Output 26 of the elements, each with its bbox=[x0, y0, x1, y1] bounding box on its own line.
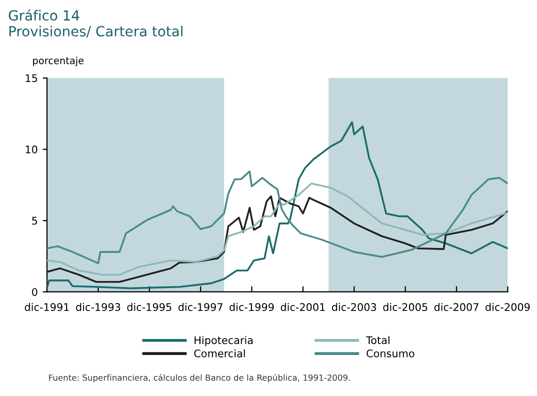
y-axis-title: porcentaje bbox=[33, 56, 84, 66]
x-tick-label: dic-1997 bbox=[178, 302, 222, 312]
line-series bbox=[46, 182, 508, 276]
y-tick-label: 5 bbox=[32, 216, 38, 225]
x-tick-label: dic-1999 bbox=[230, 302, 274, 312]
x-tick-label: dic-2005 bbox=[383, 302, 428, 312]
line-series bbox=[46, 195, 508, 283]
source-note: Fuente: Superfinanciera, cálculos del Banco de la República, 1991-2009. bbox=[49, 374, 350, 382]
line-series bbox=[46, 170, 508, 264]
x-tick-label: dic-2003 bbox=[332, 302, 376, 312]
legend-label: Comercial bbox=[194, 349, 245, 358]
line-series bbox=[46, 121, 508, 290]
x-tick-label: dic-2007 bbox=[434, 302, 478, 312]
x-tick-label: dic-2009 bbox=[486, 302, 530, 312]
chart-title: Gráfico 14 bbox=[8, 9, 80, 21]
y-tick-label: 0 bbox=[32, 288, 38, 296]
legend-label: Total bbox=[366, 336, 390, 344]
y-tick-label: 10 bbox=[26, 146, 38, 154]
chart-subtitle: Provisiones/ Cartera total bbox=[9, 26, 182, 38]
legend-label: Consumo bbox=[366, 349, 414, 358]
x-tick-label: dic-1995 bbox=[127, 302, 172, 312]
y-tick-label: 15 bbox=[26, 74, 38, 82]
x-tick-label: dic-2001 bbox=[280, 302, 325, 312]
x-tick-label: dic-1991 bbox=[24, 302, 69, 312]
x-tick-label: dic-1993 bbox=[76, 302, 120, 312]
legend-label: Hipotecaria bbox=[194, 336, 253, 346]
